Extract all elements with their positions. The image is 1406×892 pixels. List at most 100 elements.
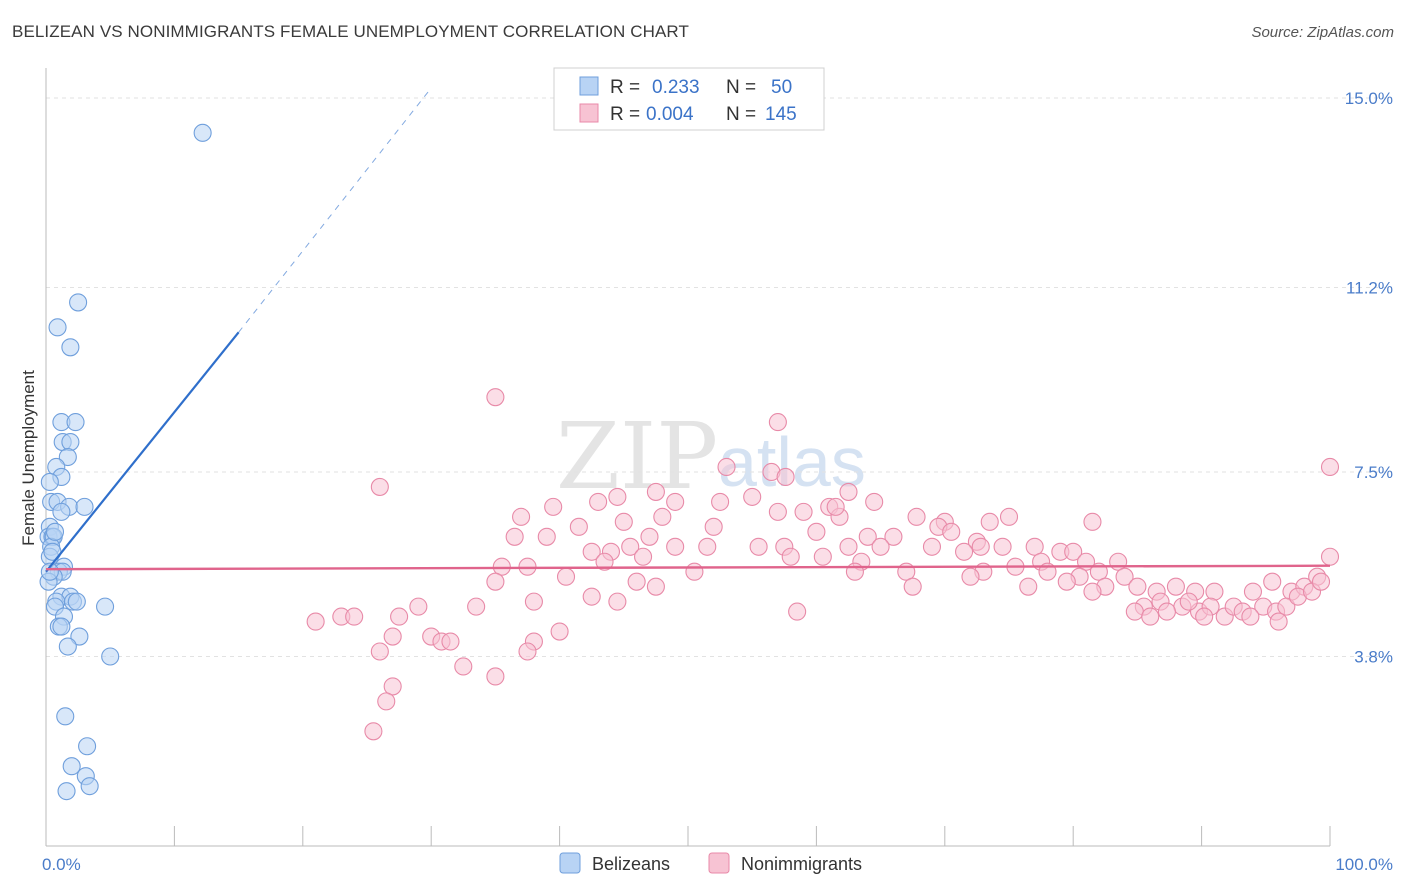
legend-swatch-blue (579, 76, 599, 96)
nonimmigrant-point-21 (907, 507, 926, 526)
nonimmigrant-point-111 (1311, 572, 1331, 591)
legend-box (553, 67, 825, 131)
nonimmigrant-point-31 (942, 522, 961, 541)
nonimmigrant-point-27 (807, 522, 826, 541)
nonimmigrant-point-32 (505, 527, 524, 546)
gridlines (46, 97, 1392, 657)
belizean-point-43 (62, 757, 81, 776)
belizean-point-32 (67, 592, 86, 611)
nonimmigrant-point-18 (512, 507, 531, 526)
nonimmigrant-point-86 (1263, 572, 1282, 591)
nonimmigrant-point-139 (971, 537, 990, 556)
legend-r-value-1: 0.233 (652, 77, 700, 98)
nonimmigrant-point-118 (1195, 607, 1214, 626)
nonimmigrant-point-63 (845, 562, 864, 581)
nonimmigrant-point-4 (370, 477, 389, 496)
nonimmigrant-point-28 (884, 527, 903, 546)
y-tick-label-3: 15.0% (1345, 89, 1393, 108)
bottom-legend-swatch-belizeans (559, 852, 581, 874)
nonimmigrant-point-116 (1125, 602, 1144, 621)
bottom-legend-label-belizeans: Belizeans (592, 854, 670, 874)
nonimmigrant-point-44 (993, 537, 1012, 556)
nonimmigrant-point-138 (826, 497, 845, 516)
source-credit: Source: ZipAtlas.com (1251, 24, 1394, 41)
nonimmigrant-point-131 (486, 667, 505, 686)
nonimmigrant-point-124 (441, 632, 460, 651)
nonimmigrant-point-19 (653, 507, 672, 526)
nonimmigrant-point-6 (839, 482, 858, 501)
chart-title: BELIZEAN VS NONIMMIGRANTS FEMALE UNEMPLO… (12, 22, 689, 41)
legend-r-label-2: R = (610, 104, 640, 125)
nonimmigrant-point-11 (666, 492, 685, 511)
belizean-point-47 (40, 562, 59, 581)
nonimmigrant-point-97 (1083, 582, 1102, 601)
nonimmigrant-point-33 (537, 527, 556, 546)
belizean-point-46 (57, 782, 76, 801)
nonimmigrant-point-93 (409, 597, 428, 616)
belizean-point-11 (40, 472, 59, 491)
nonimmigrant-point-5 (646, 482, 665, 501)
nonimmigrant-point-0 (486, 388, 505, 407)
nonimmigrant-point-16 (794, 502, 813, 521)
nonimmigrant-point-126 (550, 622, 569, 641)
nonimmigrant-point-24 (999, 507, 1019, 526)
belizean-point-45 (80, 777, 99, 796)
nonimmigrant-point-115 (1269, 612, 1288, 631)
watermark: ZIP atlas (556, 403, 866, 510)
legend-r-label-1: R = (610, 77, 640, 98)
nonimmigrant-point-127 (383, 627, 402, 646)
y-tick-label-0: 3.8% (1354, 647, 1393, 666)
nonimmigrant-point-41 (871, 537, 890, 556)
nonimmigrant-point-94 (467, 597, 486, 616)
belizean-point-3 (61, 338, 80, 357)
nonimmigrant-point-80 (1128, 577, 1147, 596)
nonimmigrant-point-76 (961, 567, 980, 586)
nonimmigrant-point-34 (640, 527, 659, 546)
nonimmigrant-point-92 (608, 592, 627, 611)
belizean-point-39 (58, 637, 77, 656)
nonimmigrant-point-49 (582, 542, 601, 561)
nonimmigrant-point-121 (306, 612, 325, 631)
legend-n-label-1: N = (726, 77, 756, 98)
belizean-trend-line (45, 331, 240, 573)
belizean-point-7 (61, 433, 80, 452)
belizean-point-2 (48, 318, 67, 337)
nonimmigrant-point-113 (1179, 592, 1198, 611)
nonimmigrant-point-132 (383, 677, 402, 696)
nonimmigrant-point-135 (390, 607, 409, 626)
nonimmigrant-point-9 (743, 487, 762, 506)
nonimmigrant-point-35 (666, 537, 685, 556)
nonimmigrant-point-12 (865, 492, 884, 511)
belizean-point-41 (56, 707, 75, 726)
belizean-point-16 (52, 502, 71, 521)
nonimmigrant-point-96 (788, 602, 807, 621)
belizean-point-49 (45, 522, 65, 541)
nonimmigrant-trend-line (45, 564, 1331, 571)
belizean-point-8 (58, 447, 77, 467)
belizean-trend-extension (238, 87, 432, 333)
nonimmigrant-point-137 (704, 517, 723, 536)
nonimmigrant-point-78 (1057, 572, 1076, 591)
nonimmigrant-point-52 (781, 547, 800, 566)
y-axis-title: Female Unemployment (19, 370, 38, 546)
legend-n-value-1: 50 (771, 77, 792, 98)
nonimmigrant-point-77 (1019, 577, 1038, 596)
nonimmigrant-point-37 (698, 537, 717, 556)
nonimmigrant-point-45 (1025, 537, 1044, 556)
nonimmigrant-point-55 (955, 542, 974, 561)
nonimmigrant-point-62 (685, 562, 704, 581)
nonimmigrant-point-1 (768, 413, 787, 432)
nonimmigrant-point-85 (1243, 582, 1263, 601)
nonimmigrant-point-112 (1157, 602, 1176, 621)
nonimmigrant-point-61 (595, 552, 614, 571)
nonimmigrant-point-8 (711, 492, 730, 511)
nonimmigrant-point-129 (370, 642, 389, 661)
nonimmigrant-point-29 (858, 527, 877, 546)
nonimmigrant-point-25 (614, 512, 633, 531)
watermark-zip: ZIP (556, 403, 718, 510)
nonimmigrant-point-120 (345, 607, 364, 626)
axes (45, 68, 1331, 847)
nonimmigrant-point-136 (776, 467, 795, 487)
nonimmigrant-point-40 (839, 537, 858, 556)
